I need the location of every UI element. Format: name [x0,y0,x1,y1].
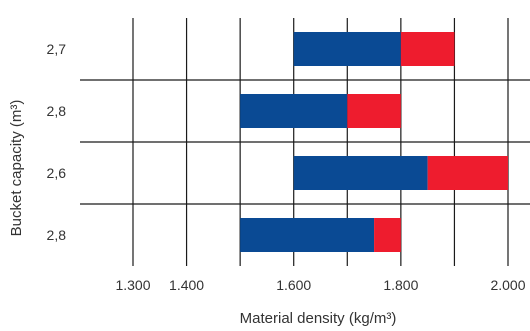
y-tick-label-row1: 2,7 [47,41,67,57]
x-tick-label-1.800: 1.800 [383,277,418,293]
bar-segment-row1-series2 [400,32,455,66]
bar-layer [240,32,508,252]
bar-segment-row4-series2 [374,218,401,252]
x-tick-label-1.600: 1.600 [276,277,311,293]
bar-segment-row2-series2 [347,94,401,128]
y-axis-title: Bucket capacity (m³) [8,100,25,237]
y-tick-label-row2: 2,8 [47,103,67,119]
x-tick-label-1.400: 1.400 [169,277,204,293]
y-tick-label-row4: 2,8 [47,227,67,243]
label-layer: 2,7 2,8 2,6 2,8 1.300 1.400 1.600 1.800 2.000 [47,41,526,293]
bar-segment-row3-series2 [427,156,508,190]
bar-segment-row3-series1 [293,156,428,190]
x-tick-label-2.000: 2.000 [490,277,525,293]
bar-segment-row4-series1 [240,218,375,252]
x-tick-label-1.300: 1.300 [115,277,150,293]
bar-segment-row2-series1 [240,94,348,128]
bar-segment-row1-series1 [293,32,401,66]
x-axis-title: Material density (kg/m³) [240,310,397,327]
y-tick-label-row3: 2,6 [47,165,67,181]
